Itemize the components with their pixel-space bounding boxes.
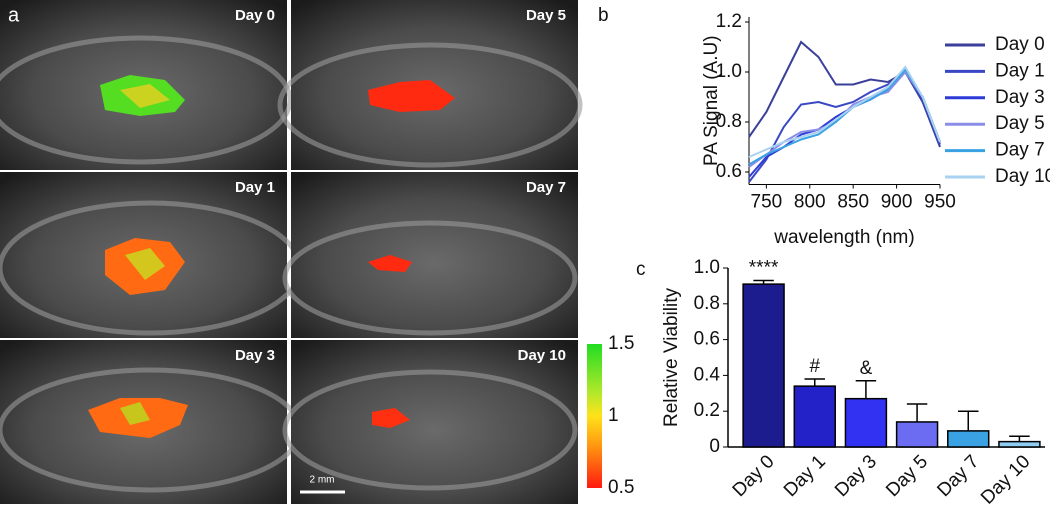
x-tick-label: 950 [924,192,956,213]
y-tick-label: 1.0 [716,61,742,82]
x-tick-label: Day 10 [977,451,1034,508]
y-axis-label: PA Signal (A.U) [701,35,722,166]
x-axis-label: wavelength (nm) [773,227,914,248]
colorbar [587,344,602,488]
error-bar [906,403,928,422]
annotation: **** [749,258,779,279]
series-line [748,70,941,168]
x-tick-label: 900 [881,192,913,213]
legend-label: Day 7 [995,140,1045,161]
bar [998,440,1041,448]
bar [895,421,939,448]
image-label: Day 5 [526,7,566,24]
image [0,172,303,338]
scale-bar-label: 2 mm [310,475,335,486]
ultrasound-panels [0,0,583,504]
image [277,0,583,170]
image-label: Day 1 [235,179,275,196]
image [0,0,293,170]
image [282,340,578,504]
panel-label: c [636,259,646,280]
panel-label: a [8,4,20,26]
image [0,340,303,504]
y-tick-label: 0.2 [694,400,720,421]
series-line [748,65,941,158]
legend-label: Day 1 [995,60,1045,81]
error-bar [958,410,979,431]
error-bar [855,380,877,399]
y-tick-label: 0 [709,436,720,457]
colorbar-tick-label: 1.5 [608,333,634,354]
error-bar [804,378,825,387]
series-line [748,40,941,148]
annotation: # [809,356,820,377]
bar [742,283,785,448]
image [282,172,578,338]
legend-label: Day 3 [995,87,1045,108]
y-tick-label: 0.4 [694,364,721,385]
y-tick-label: 0.8 [694,293,720,314]
error-bar [753,279,774,285]
x-tick-label: 750 [751,192,783,213]
x-tick-label: Day 3 [831,451,881,501]
y-tick-label: 0.8 [716,111,742,132]
legend-label: Day 0 [995,34,1045,55]
colorbar-tick-label: 0.5 [608,477,634,498]
image-label: Day 10 [518,347,566,364]
y-tick-label: 1.2 [716,11,742,32]
image-label: Day 7 [526,179,566,196]
image-label: Day 0 [235,7,275,24]
error-bar [1009,435,1030,442]
legend-label: Day 5 [995,113,1045,134]
x-tick-label: 850 [837,192,869,213]
y-tick-label: 1.0 [694,257,720,278]
x-tick-label: Day 1 [780,451,830,501]
colorbar-tick-label: 1 [608,405,619,426]
image-label: Day 3 [235,347,275,364]
y-axis-label: Relative Viability [661,287,682,427]
x-tick-label: Day 0 [729,451,779,501]
legend-label: Day 10 [995,166,1050,187]
x-tick-label: 800 [794,192,826,213]
bar [947,430,990,448]
y-tick-label: 0.6 [716,161,742,182]
x-tick-label: Day 5 [882,451,932,501]
bar [844,397,888,448]
series-line [748,67,941,166]
panel-label: b [598,5,609,26]
annotation: & [860,358,873,379]
y-tick-label: 0.6 [694,329,720,350]
bar [793,385,836,448]
